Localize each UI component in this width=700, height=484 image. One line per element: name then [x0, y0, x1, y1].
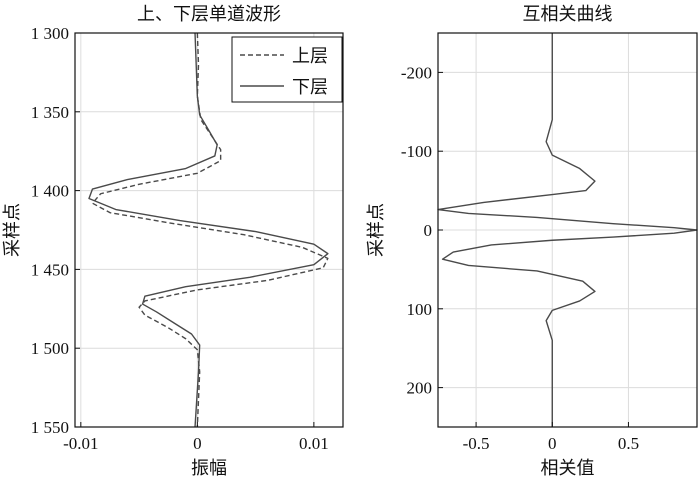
panel2-xtick-label-2: 0.5: [618, 434, 639, 453]
panel2-ylabel: 采样点: [366, 203, 387, 257]
panel2-title: 互相关曲线: [523, 4, 613, 25]
panel1-ytick-label-3: 1 450: [31, 260, 69, 279]
panel1-series-1-line: [88, 32, 329, 428]
legend-label-0: 上层: [292, 46, 328, 67]
panel1-ytick-label-0: 1 300: [31, 24, 69, 43]
panel1-ytick-label-1: 1 350: [31, 103, 69, 122]
panel2-ytick-label-0: -200: [401, 63, 432, 82]
panel1-title: 上、下层单道波形: [137, 4, 281, 25]
panel1-xtick-label-0: -0.01: [63, 434, 98, 453]
legend-box: [231, 36, 343, 103]
panel2-xtick-label-1: 0: [548, 434, 557, 453]
panel1-xlabel: 振幅: [191, 458, 227, 479]
panel1-frame: [74, 32, 344, 428]
panel1-series-0-line: [91, 32, 329, 428]
panel2-xtick-label-0: -0.5: [463, 434, 490, 453]
panel1-xtick-label-1: 0: [193, 434, 202, 453]
panel2-ytick-label-4: 200: [407, 379, 433, 398]
panel2-ytick-label-3: 100: [407, 300, 433, 319]
panel1-ytick-label-4: 1 500: [31, 339, 69, 358]
panel1-xtick-label-2: 0.01: [299, 434, 329, 453]
panel2-ytick-label-2: 0: [424, 221, 433, 240]
panel1-ylabel: 采样点: [2, 203, 23, 257]
legend-label-1: 下层: [292, 77, 328, 98]
panel1-ytick-label-5: 1 550: [31, 418, 69, 437]
panel2-xlabel: 相关值: [541, 458, 595, 479]
panel2-series-0-line: [437, 33, 698, 427]
panel2-ytick-label-1: -100: [401, 142, 432, 161]
panel1-ytick-label-2: 1 400: [31, 182, 69, 201]
